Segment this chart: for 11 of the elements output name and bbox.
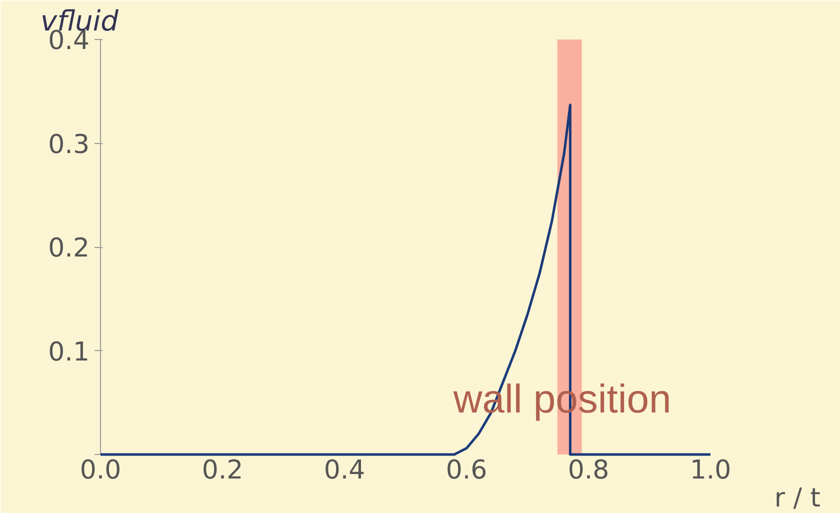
y-tick-label: 0.3 (48, 130, 90, 160)
y-tick-label: 0.1 (48, 337, 90, 368)
x-tick-label: 0.4 (324, 456, 366, 486)
x-tick-label: 0.0 (80, 456, 122, 486)
line-series (99, 104, 712, 456)
x-tick-label: 0.6 (446, 456, 488, 486)
x-tick-label: 1.0 (690, 456, 732, 486)
x-axis-title: r / t (774, 484, 821, 513)
y-tick-label: 0.2 (48, 234, 90, 264)
x-tick-label: 0.8 (568, 456, 610, 486)
x-tick-label: 0.2 (202, 456, 244, 486)
